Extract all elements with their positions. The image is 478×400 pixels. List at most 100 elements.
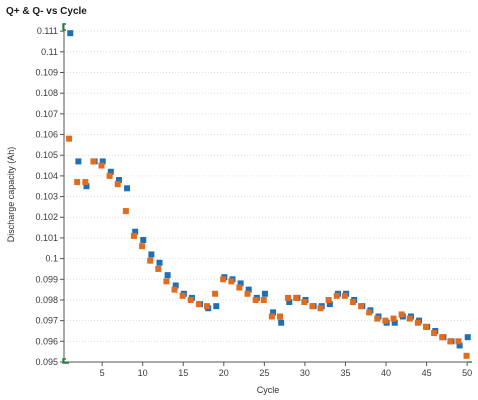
data-point-orange — [90, 158, 97, 165]
y-tick-label: 0.1 — [45, 254, 58, 264]
y-tick-label: 0.103 — [35, 192, 58, 202]
data-point-orange — [195, 301, 202, 308]
data-point-blue — [132, 228, 139, 235]
data-point-blue — [148, 251, 155, 258]
x-tick-label: 45 — [422, 368, 432, 378]
data-point-orange — [163, 278, 170, 285]
x-tick-label: 10 — [138, 368, 148, 378]
data-point-orange — [74, 179, 81, 186]
data-point-orange — [276, 313, 283, 320]
y-tick-label: 0.11 — [41, 47, 58, 57]
x-tick-label: 20 — [219, 368, 229, 378]
data-point-orange — [293, 294, 300, 301]
y-tick-label: 0.095 — [35, 357, 58, 367]
data-point-orange — [203, 303, 210, 310]
data-point-orange — [155, 265, 162, 272]
data-point-orange — [398, 311, 405, 318]
data-point-orange — [228, 278, 235, 285]
data-point-orange — [285, 294, 292, 301]
data-point-blue — [140, 236, 147, 243]
data-point-orange — [447, 338, 454, 345]
data-point-orange — [333, 292, 340, 299]
data-point-orange — [139, 243, 146, 250]
data-point-orange — [244, 290, 251, 297]
data-point-orange — [252, 296, 259, 303]
y-tick-label: 0.106 — [35, 130, 58, 140]
data-point-orange — [382, 317, 389, 324]
data-point-orange — [374, 315, 381, 322]
data-point-orange — [455, 338, 462, 345]
y-tick-label: 0.104 — [35, 171, 58, 181]
data-point-orange — [260, 296, 267, 303]
data-point-blue — [326, 301, 333, 308]
data-point-blue — [456, 342, 463, 349]
y-tick-label: 0.096 — [35, 336, 58, 346]
chart-title: Q+ & Q- vs Cycle — [6, 6, 87, 17]
data-point-blue — [75, 158, 82, 165]
data-point-orange — [422, 323, 429, 330]
data-point-blue — [245, 286, 252, 293]
data-point-orange — [187, 296, 194, 303]
data-point-blue — [124, 185, 131, 192]
data-point-orange — [309, 303, 316, 310]
x-tick-label: 25 — [259, 368, 269, 378]
y-tick-label: 0.107 — [35, 109, 58, 119]
x-tick-label: 30 — [300, 368, 310, 378]
x-tick-label: 15 — [178, 368, 188, 378]
data-point-orange — [171, 286, 178, 293]
data-point-blue — [464, 334, 471, 341]
data-point-orange — [130, 232, 137, 239]
data-point-blue — [391, 319, 398, 326]
data-point-orange — [414, 319, 421, 326]
data-point-orange — [114, 181, 121, 188]
selection-marker-bottom-left — [62, 358, 69, 364]
y-tick-label: 0.098 — [35, 295, 58, 305]
data-point-orange — [122, 208, 129, 215]
x-tick-label: 5 — [100, 368, 105, 378]
y-tick-label: 0.109 — [35, 67, 58, 77]
data-point-orange — [212, 290, 219, 297]
data-point-blue — [156, 259, 163, 266]
y-tick-label: 0.111 — [37, 26, 58, 36]
data-point-blue — [213, 303, 220, 310]
data-point-blue — [115, 177, 122, 184]
y-axis-title: Discharge capacity (Ah) — [6, 147, 16, 243]
data-point-orange — [358, 303, 365, 310]
data-point-orange — [325, 296, 332, 303]
data-point-orange — [179, 292, 186, 299]
data-point-blue — [99, 158, 106, 165]
x-axis-title: Cycle — [257, 385, 280, 395]
x-tick-label: 50 — [462, 368, 472, 378]
data-point-orange — [268, 313, 275, 320]
data-point-blue — [278, 319, 285, 326]
data-point-orange — [301, 299, 308, 306]
selection-marker-top — [62, 23, 66, 31]
data-point-orange — [390, 315, 397, 322]
data-point-orange — [366, 309, 373, 316]
y-tick-label: 0.108 — [35, 88, 58, 98]
data-point-orange — [341, 292, 348, 299]
data-point-blue — [83, 183, 90, 190]
y-tick-label: 0.105 — [35, 150, 58, 160]
data-point-orange — [349, 299, 356, 306]
data-point-orange — [439, 334, 446, 341]
data-point-blue — [286, 299, 293, 306]
data-point-orange — [66, 135, 73, 142]
y-tick-label: 0.099 — [35, 274, 58, 284]
data-point-orange — [220, 276, 227, 283]
data-point-orange — [406, 315, 413, 322]
data-point-orange — [236, 284, 243, 291]
data-point-blue — [164, 272, 171, 279]
data-point-orange — [147, 257, 154, 264]
data-point-orange — [317, 305, 324, 312]
y-tick-label: 0.102 — [35, 212, 58, 222]
data-point-blue — [67, 30, 74, 37]
data-point-blue — [172, 282, 179, 289]
data-point-blue — [261, 290, 268, 297]
x-tick-label: 40 — [381, 368, 391, 378]
data-point-orange — [106, 172, 113, 179]
data-point-blue — [270, 309, 277, 316]
y-tick-label: 0.101 — [35, 233, 58, 243]
